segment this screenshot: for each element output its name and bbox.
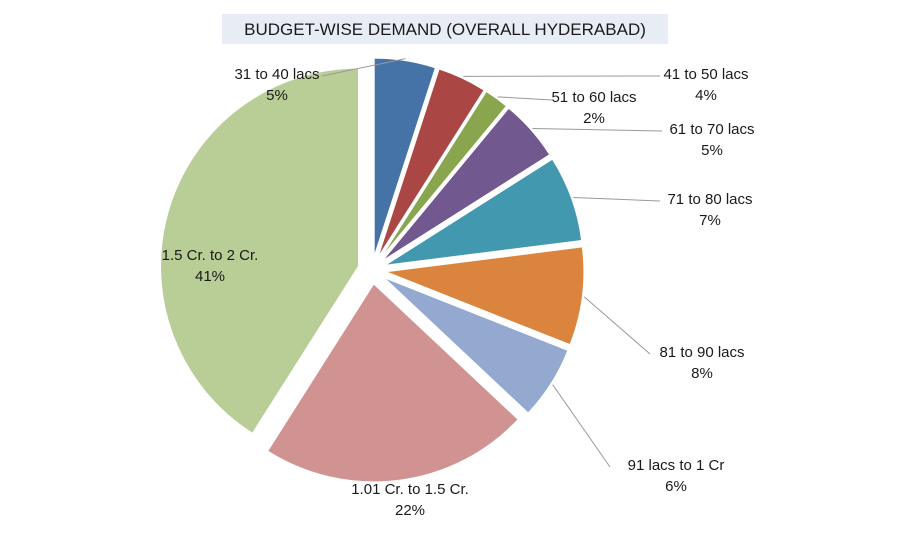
slice-label: 61 to 70 lacs: [669, 121, 754, 138]
slice-percent-label: 4%: [695, 87, 717, 104]
leader-line: [552, 384, 611, 468]
slice-percent-label: 8%: [691, 365, 713, 382]
slice-percent-label: 7%: [699, 212, 721, 229]
chart-title-background: [222, 14, 668, 44]
pie-slice: [382, 107, 551, 262]
slice-label: 91 lacs to 1 Cr: [628, 457, 725, 474]
slice-percent-label: 2%: [583, 110, 605, 127]
slice-percent-label: 41%: [195, 268, 225, 285]
leader-line: [497, 96, 553, 101]
pie-slice: [266, 283, 519, 483]
pie-slice: [385, 246, 585, 346]
slice-label: 1.01 Cr. to 1.5 Cr.: [351, 481, 469, 498]
label-leader-lines: [321, 58, 663, 468]
leader-line: [573, 197, 661, 202]
slice-label: 1.5 Cr. to 2 Cr.: [162, 247, 259, 264]
leader-line: [532, 127, 663, 132]
slice-percent-label: 5%: [266, 87, 288, 104]
pie-slice: [384, 158, 583, 266]
slice-percent-label: 5%: [701, 142, 723, 159]
slice-label: 31 to 40 lacs: [234, 66, 319, 83]
slice-percent-label: 6%: [665, 478, 687, 495]
pie-slice: [383, 277, 569, 414]
slice-label: 71 to 80 lacs: [667, 191, 752, 208]
slice-label: 81 to 90 lacs: [659, 344, 744, 361]
pie-slice: [160, 67, 360, 434]
slice-label: 51 to 60 lacs: [551, 89, 636, 106]
leader-line: [583, 296, 651, 355]
pie-slice: [373, 57, 437, 257]
pie-slice: [379, 90, 508, 259]
leader-line: [321, 58, 406, 77]
pie-slices: [160, 57, 585, 483]
slice-label: 41 to 50 lacs: [663, 66, 748, 83]
slice-labels: 31 to 40 lacs 5% 41 to 50 lacs 4% 51 to 60 l…: [162, 66, 755, 519]
chart-title: BUDGET-WISE DEMAND (OVERALL HYDERABAD): [244, 20, 646, 39]
slice-percent-label: 22%: [395, 502, 425, 519]
pie-slice: [377, 68, 485, 258]
